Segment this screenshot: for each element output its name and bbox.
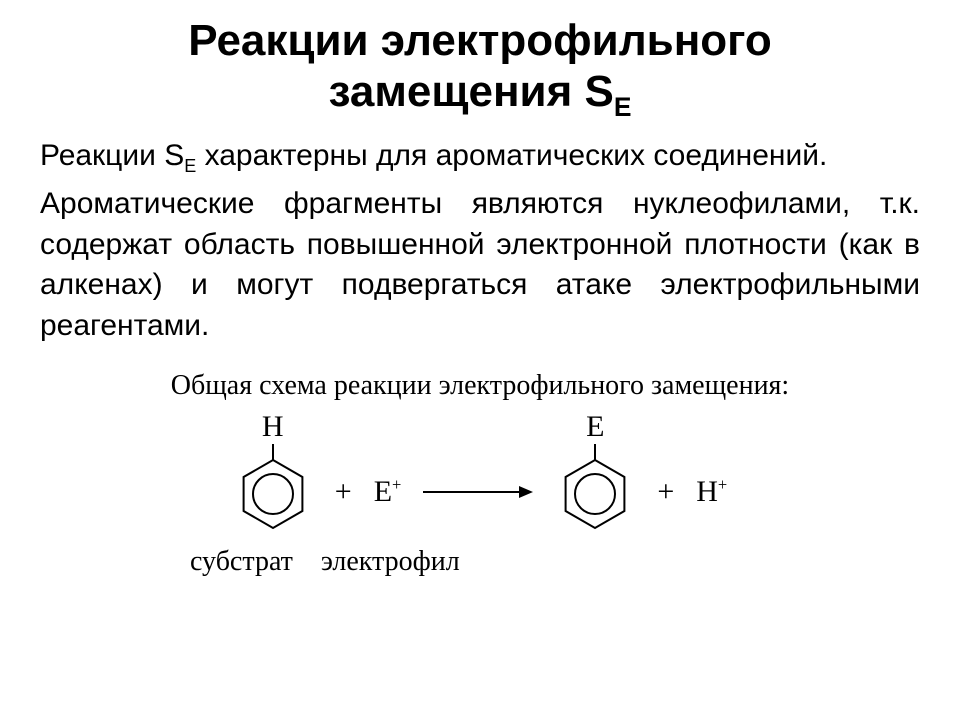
reaction-arrow: [423, 450, 533, 500]
substrate-top-label: H: [262, 410, 284, 444]
paragraph-1: Реакции SE характерны для ароматических …: [40, 136, 920, 178]
bottom-labels: субстрат электрофил: [40, 546, 920, 578]
body-text: Реакции SE характерны для ароматических …: [40, 136, 920, 346]
benzene-icon: [555, 444, 635, 540]
title-line1: Реакции электрофильного: [188, 16, 772, 65]
reaction-scheme: H + E+ E: [40, 410, 920, 540]
plus-2: +: [657, 441, 674, 509]
slide-title: Реакции электрофильного замещения SE: [40, 16, 920, 122]
title-line2-pre: замещения S: [329, 67, 614, 116]
label-substrate: субстрат: [190, 546, 293, 578]
product: E: [555, 410, 635, 540]
product-top-label: E: [586, 410, 604, 444]
substrate: H: [233, 410, 313, 540]
slide: Реакции электрофильного замещения SE Реа…: [0, 0, 960, 720]
benzene-icon: [233, 444, 313, 540]
electrophile-sup: +: [392, 475, 401, 494]
electrophile-base: E: [374, 475, 392, 508]
p1-sub: E: [184, 156, 196, 176]
byproduct: H+: [696, 441, 727, 509]
byproduct-base: H: [696, 475, 718, 508]
byproduct-sup: +: [718, 475, 727, 494]
electrophile: E+: [374, 441, 402, 509]
paragraph-2: Ароматические фрагменты являются нуклеоф…: [40, 184, 920, 346]
scheme-title: Общая схема реакции электрофильного заме…: [40, 370, 920, 402]
arrow-icon: [423, 484, 533, 500]
p1-post: характерны для ароматических соединений.: [196, 139, 827, 172]
label-electrophile: электрофил: [321, 546, 460, 578]
p1-pre: Реакции S: [40, 139, 184, 172]
plus-1: +: [335, 441, 352, 509]
title-line2-sub: E: [614, 91, 632, 121]
